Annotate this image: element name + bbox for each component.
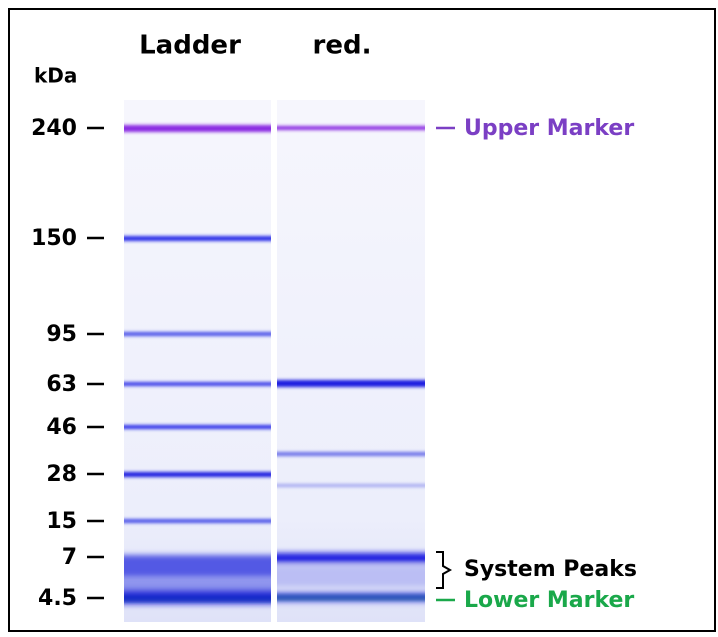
lane-title: Ladder	[139, 31, 241, 61]
size-label: 4.5	[38, 586, 77, 611]
page: {"lanes": ["Ladder", "red."], "unit": "k…	[0, 0, 718, 633]
upper-marker-label: Upper Marker	[464, 116, 634, 141]
size-label: 7	[62, 545, 77, 570]
size-label: 28	[46, 462, 77, 487]
lower-marker-label: Lower Marker	[464, 588, 634, 613]
size-axis: 240 150 95 63 46 28 15 7 4.5	[31, 116, 104, 611]
size-label: 150	[31, 226, 77, 251]
size-label: 46	[46, 415, 77, 440]
lane-title: red.	[313, 31, 372, 61]
size-label: 63	[46, 372, 77, 397]
unit-label: kDa	[34, 64, 77, 88]
ladder-lane	[124, 100, 271, 622]
system-peaks-label: System Peaks	[464, 557, 637, 582]
sample-lane	[277, 100, 425, 622]
size-label: 240	[31, 116, 77, 141]
system-peaks-bracket	[436, 552, 450, 588]
gel-figure: Ladder red. kDa	[0, 0, 718, 633]
size-label: 95	[46, 322, 77, 347]
size-label: 15	[46, 509, 77, 534]
